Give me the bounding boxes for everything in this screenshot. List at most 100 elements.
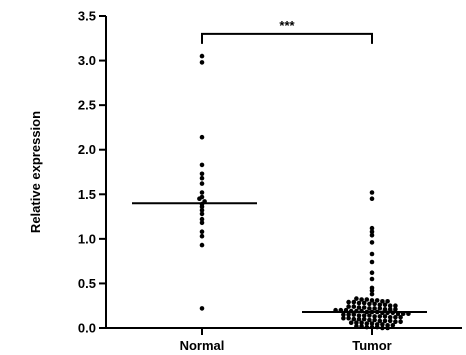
data-point-tumor bbox=[393, 307, 398, 312]
data-point-tumor bbox=[341, 315, 346, 321]
data-point-tumor bbox=[356, 316, 362, 322]
data-point-normal bbox=[199, 211, 205, 217]
data-point-normal bbox=[199, 194, 205, 200]
data-point-tumor bbox=[380, 325, 385, 331]
data-point-tumor bbox=[377, 318, 383, 324]
x-axis: Normal Tumor bbox=[106, 327, 462, 353]
significance-label: *** bbox=[279, 18, 295, 33]
data-point-tumor bbox=[361, 305, 367, 310]
data-point-tumor bbox=[385, 299, 390, 304]
data-point-tumor bbox=[374, 298, 380, 303]
data-point-normal bbox=[199, 53, 205, 59]
data-point-tumor bbox=[380, 322, 385, 327]
data-point-tumor bbox=[356, 300, 362, 306]
data-point-tumor bbox=[361, 313, 367, 318]
data-point-tumor bbox=[377, 302, 383, 308]
data-point-tumor bbox=[359, 297, 364, 302]
data-point-tumor bbox=[367, 317, 372, 323]
data-point-tumor bbox=[369, 229, 375, 234]
data-point-tumor bbox=[341, 312, 346, 317]
data-point-tumor bbox=[372, 317, 377, 323]
data-point-tumor bbox=[393, 303, 398, 309]
data-point-normal bbox=[199, 216, 205, 222]
data-point-tumor bbox=[377, 306, 383, 311]
data-point-tumor bbox=[346, 312, 351, 317]
data-point-tumor bbox=[382, 318, 388, 324]
data-point-tumor bbox=[361, 300, 367, 306]
y-axis-title: Relative expression bbox=[28, 111, 43, 233]
data-point-tumor bbox=[351, 316, 357, 322]
data-point-tumor bbox=[387, 318, 393, 324]
data-point-tumor bbox=[369, 298, 375, 303]
data-point-tumor bbox=[382, 302, 388, 308]
y-tick-label: 2.0 bbox=[78, 142, 96, 157]
data-point-tumor bbox=[369, 285, 375, 291]
data-point-tumor bbox=[382, 307, 388, 312]
data-point-tumor bbox=[356, 313, 362, 318]
data-point-tumor bbox=[369, 291, 375, 297]
data-point-tumor bbox=[346, 304, 351, 309]
data-point-normal bbox=[199, 134, 205, 140]
data-point-tumor bbox=[377, 314, 383, 319]
data-point-normal bbox=[199, 242, 205, 248]
data-point-tumor bbox=[372, 306, 377, 311]
data-point-tumor bbox=[369, 276, 375, 282]
data-point-normal bbox=[199, 229, 205, 234]
y-tick-label: 1.5 bbox=[78, 187, 96, 202]
data-point-normal bbox=[199, 181, 205, 186]
bracket-line bbox=[201, 32, 373, 44]
data-point-tumor bbox=[387, 315, 393, 320]
data-point-tumor bbox=[367, 301, 372, 307]
data-point-tumor bbox=[385, 323, 390, 328]
data-point-tumor bbox=[393, 319, 398, 325]
data-point-tumor bbox=[364, 297, 370, 302]
y-tick-label: 2.5 bbox=[78, 98, 96, 113]
y-axis: 0.0 0.5 1.0 1.5 2.0 2.5 3.0 3.5 bbox=[78, 9, 107, 336]
data-point-normal bbox=[199, 60, 205, 65]
data-point-tumor bbox=[354, 296, 359, 301]
data-point-tumor bbox=[382, 314, 388, 319]
data-point-tumor bbox=[369, 225, 375, 231]
data-point-tumor bbox=[361, 316, 367, 322]
x-category-label: Tumor bbox=[352, 338, 391, 353]
data-points bbox=[197, 53, 411, 331]
data-point-tumor bbox=[369, 196, 375, 201]
data-point-tumor bbox=[398, 319, 403, 325]
significance-bracket: *** bbox=[201, 18, 373, 44]
data-point-tumor bbox=[351, 299, 357, 305]
data-point-tumor bbox=[369, 233, 375, 238]
data-point-tumor bbox=[390, 323, 396, 328]
data-point-tumor bbox=[387, 303, 393, 309]
data-point-normal bbox=[199, 306, 205, 311]
data-point-tumor bbox=[369, 324, 375, 330]
data-point-normal bbox=[199, 233, 205, 239]
data-point-tumor bbox=[346, 299, 351, 305]
data-point-tumor bbox=[364, 321, 370, 326]
data-point-tumor bbox=[369, 259, 375, 265]
data-point-tumor bbox=[359, 323, 364, 329]
y-tick-label: 0.0 bbox=[78, 321, 96, 336]
data-point-tumor bbox=[351, 304, 357, 309]
data-point-normal bbox=[199, 220, 205, 226]
y-tick-label: 3.5 bbox=[78, 9, 96, 24]
x-category-label: Normal bbox=[180, 338, 225, 353]
data-point-normal bbox=[199, 190, 205, 195]
data-point-tumor bbox=[348, 320, 354, 326]
data-point-tumor bbox=[372, 301, 377, 307]
data-point-tumor bbox=[380, 299, 385, 304]
data-point-tumor bbox=[393, 315, 398, 320]
data-point-normal bbox=[199, 162, 205, 168]
data-point-tumor bbox=[346, 315, 351, 321]
mean-lines bbox=[132, 202, 427, 313]
data-point-tumor bbox=[387, 307, 393, 312]
data-point-tumor bbox=[369, 190, 375, 195]
data-point-tumor bbox=[398, 315, 403, 320]
data-point-normal bbox=[199, 175, 205, 181]
y-tick-label: 1.0 bbox=[78, 231, 96, 246]
data-point-tumor bbox=[356, 305, 362, 310]
data-point-tumor bbox=[364, 324, 370, 330]
data-point-tumor bbox=[374, 322, 380, 327]
data-point-tumor bbox=[351, 312, 357, 317]
y-tick-label: 3.0 bbox=[78, 53, 96, 68]
